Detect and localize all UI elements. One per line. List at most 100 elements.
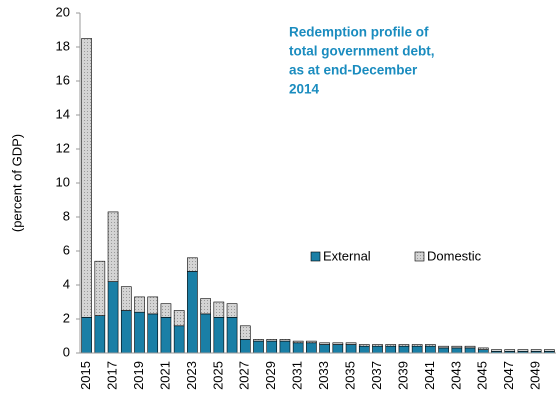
- bar-segment: [134, 311, 145, 354]
- bar-segment: [319, 342, 330, 345]
- chart-title: Redemption profile of: [289, 25, 429, 40]
- bar-segment: [517, 349, 529, 352]
- x-tick-label: 2037: [369, 361, 384, 390]
- bar-segment: [239, 339, 251, 354]
- x-tick-label: 2033: [316, 361, 331, 390]
- bar-segment: [94, 260, 106, 316]
- bar-segment: [292, 340, 304, 344]
- chart-title: 2014: [289, 82, 320, 97]
- bar-segment: [385, 345, 397, 354]
- bar-segment: [544, 349, 555, 352]
- y-tick-label: 2: [63, 310, 70, 325]
- bar-segment: [81, 316, 92, 354]
- bar-segment: [358, 344, 370, 347]
- bar-segment: [120, 310, 132, 354]
- bar-segment: [372, 345, 383, 354]
- bar-segment: [279, 340, 291, 354]
- bar-segment: [504, 349, 516, 352]
- bar-segment: [147, 313, 159, 354]
- bar-segment: [451, 345, 463, 349]
- x-tick-label: 2047: [501, 361, 516, 390]
- x-tick-label: 2049: [528, 361, 543, 390]
- bar-segment: [120, 286, 132, 311]
- bar-segment: [398, 344, 410, 347]
- bar-segment: [187, 271, 198, 354]
- bar-segment: [438, 347, 449, 354]
- chart-title: total government debt,: [289, 44, 435, 59]
- x-tick-label: 2019: [131, 361, 146, 390]
- x-tick-label: 2023: [184, 361, 199, 390]
- bar-segment: [451, 347, 463, 354]
- bar-segment: [107, 211, 119, 282]
- y-tick-label: 6: [63, 242, 70, 257]
- legend-label: Domestic: [427, 248, 482, 263]
- bar-segment: [173, 310, 185, 327]
- bar-segment: [425, 344, 436, 347]
- bar-segment: [332, 342, 344, 345]
- x-tick-label: 2027: [237, 361, 252, 390]
- y-tick-label: 4: [63, 276, 70, 291]
- legend-swatch: [310, 251, 321, 262]
- bar-segment: [200, 313, 211, 354]
- y-tick-label: 8: [63, 208, 70, 223]
- x-tick-label: 2041: [422, 361, 437, 390]
- x-tick-label: 2035: [342, 361, 357, 390]
- bar-segment: [239, 325, 251, 340]
- y-tick-label: 12: [56, 140, 70, 155]
- bar-segment: [345, 342, 357, 345]
- bar-segment: [253, 339, 264, 342]
- bar-segment: [94, 315, 106, 354]
- bar-segment: [213, 301, 225, 318]
- y-tick-label: 20: [56, 4, 70, 19]
- bar-segment: [530, 349, 542, 352]
- x-tick-label: 2029: [263, 361, 278, 390]
- x-tick-label: 2031: [290, 361, 305, 390]
- bar-segment: [213, 316, 225, 354]
- bar-segment: [372, 344, 383, 347]
- y-axis-label: (percent of GDP): [9, 134, 24, 232]
- y-tick-label: 16: [56, 72, 70, 87]
- x-tick-label: 2015: [78, 361, 93, 390]
- bar-segment: [464, 345, 476, 349]
- x-tick-label: 2045: [475, 361, 490, 390]
- bar-segment: [226, 303, 238, 318]
- bar-segment: [253, 340, 264, 354]
- bar-segment: [266, 339, 278, 342]
- bar-segment: [398, 345, 410, 354]
- x-tick-label: 2025: [210, 361, 225, 390]
- bar-segment: [306, 340, 317, 344]
- bar-segment: [187, 257, 198, 272]
- y-tick-label: 10: [56, 174, 70, 189]
- y-tick-label: 18: [56, 38, 70, 53]
- y-tick-label: 0: [63, 344, 70, 359]
- bar-segment: [358, 345, 370, 354]
- bar-segment: [345, 344, 357, 354]
- bar-segment: [477, 349, 489, 354]
- bar-segment: [160, 316, 172, 354]
- bar-segment: [477, 347, 489, 350]
- y-tick-label: 14: [56, 106, 70, 121]
- bar-segment: [319, 344, 330, 354]
- bar-segment: [107, 281, 119, 354]
- chart-title: as at end-December: [289, 63, 418, 78]
- bar-segment: [491, 349, 502, 352]
- bar-segment: [160, 303, 172, 318]
- bar-segment: [226, 316, 238, 354]
- legend-swatch: [414, 251, 425, 262]
- x-tick-label: 2021: [157, 361, 172, 390]
- bar-segment: [385, 344, 397, 347]
- bar-segment: [332, 344, 344, 354]
- bar-segment: [81, 38, 92, 318]
- bar-segment: [438, 345, 449, 349]
- x-tick-label: 2017: [104, 361, 119, 390]
- bar-segment: [173, 325, 185, 354]
- bar-segment: [411, 345, 423, 354]
- bar-segment: [425, 345, 436, 354]
- bar-segment: [200, 298, 211, 315]
- x-tick-label: 2043: [448, 361, 463, 390]
- bar-segment: [464, 347, 476, 354]
- bar-segment: [134, 296, 145, 313]
- bar-segment: [279, 339, 291, 342]
- bar-segment: [411, 344, 423, 347]
